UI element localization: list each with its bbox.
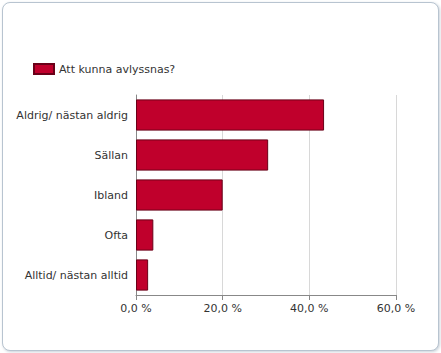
svg-text:Ofta: Ofta xyxy=(105,229,128,242)
svg-text:Ibland: Ibland xyxy=(94,189,128,202)
svg-text:Sällan: Sällan xyxy=(94,149,128,162)
svg-text:Aldrig/ nästan aldrig: Aldrig/ nästan aldrig xyxy=(16,109,128,122)
svg-text:0,0 %: 0,0 % xyxy=(120,302,151,315)
svg-text:Alltid/ nästan alltid: Alltid/ nästan alltid xyxy=(25,269,128,282)
svg-text:20,0 %: 20,0 % xyxy=(203,302,241,315)
svg-text:60,0 %: 60,0 % xyxy=(377,302,415,315)
svg-text:40,0 %: 40,0 % xyxy=(290,302,328,315)
svg-text:Att kunna avlyssnas?: Att kunna avlyssnas? xyxy=(59,63,175,76)
